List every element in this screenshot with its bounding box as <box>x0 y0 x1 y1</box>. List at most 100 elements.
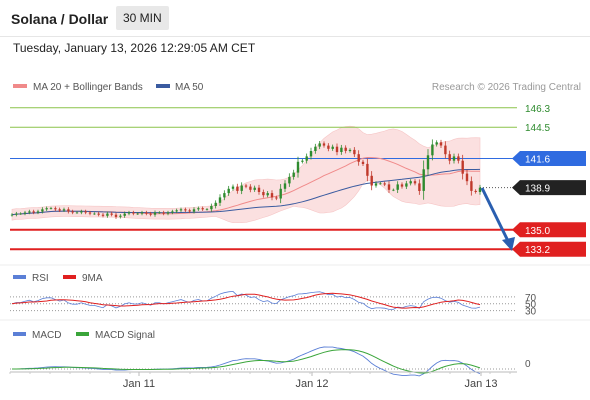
candle <box>110 211 113 217</box>
candle-body <box>136 213 139 215</box>
candle-body <box>71 211 74 213</box>
timeframe-button[interactable]: 30 MIN <box>116 6 169 30</box>
candle <box>409 179 412 186</box>
candle-body <box>335 146 339 153</box>
candle <box>474 189 477 194</box>
candle-body <box>387 184 391 190</box>
candle <box>461 154 464 180</box>
candle-body <box>327 145 330 149</box>
candle-body <box>67 209 70 212</box>
candle-body <box>231 186 235 189</box>
candle-body <box>409 181 412 184</box>
candle-body <box>15 213 18 215</box>
candle <box>101 212 105 218</box>
candle-body <box>361 161 365 164</box>
candle-body <box>188 210 191 212</box>
candle-body <box>275 197 278 199</box>
candle-body <box>392 189 395 191</box>
candle-body <box>80 211 83 213</box>
candle-body <box>474 190 477 192</box>
candle <box>470 176 473 196</box>
macd-signal-line <box>12 349 481 374</box>
candle-body <box>431 144 434 156</box>
candle <box>192 207 196 214</box>
candle-body <box>279 188 282 199</box>
candle-body <box>114 214 118 217</box>
candle-body <box>314 146 317 151</box>
candle-body <box>84 211 87 213</box>
candle-body <box>123 213 126 216</box>
candle <box>435 140 438 147</box>
candle-body <box>23 212 27 214</box>
candle-body <box>175 210 178 212</box>
candle <box>392 188 395 192</box>
level-tag-4 <box>512 222 586 238</box>
candle <box>223 190 226 201</box>
forecast-arrow <box>480 187 515 251</box>
candle-body <box>223 193 226 198</box>
candle-body <box>305 156 308 161</box>
x-tick-label-0: Jan 11 <box>123 378 155 390</box>
candle <box>236 183 239 194</box>
candle <box>465 169 469 186</box>
macd-signal-legend-label: MACD Signal <box>95 330 155 341</box>
candle <box>262 189 265 198</box>
candle-body <box>119 215 122 217</box>
candle-body <box>145 212 148 214</box>
candle <box>366 158 369 182</box>
candle <box>327 143 330 152</box>
candle <box>106 211 109 218</box>
candle-body <box>32 211 35 213</box>
candle-body <box>353 149 356 155</box>
candle-body <box>348 149 352 151</box>
candle <box>36 209 40 215</box>
candle-body <box>270 193 274 198</box>
candle-body <box>10 214 14 216</box>
candle <box>97 211 100 217</box>
candle-body <box>88 212 92 214</box>
copyright-text: Research © 2026 Trading Central <box>432 82 581 93</box>
candle <box>240 182 243 195</box>
candle <box>275 195 278 201</box>
candle <box>175 208 178 214</box>
ma50-legend-label: MA 50 <box>175 82 204 93</box>
candle-body <box>227 188 230 194</box>
candle <box>62 207 66 213</box>
macd-legend-swatch <box>13 332 26 336</box>
candle <box>379 182 382 185</box>
level-label-1: 144.5 <box>525 123 550 134</box>
candle <box>45 206 48 211</box>
level-tag-3 <box>512 180 586 196</box>
candle <box>305 153 308 164</box>
candle <box>249 184 252 193</box>
candle-body <box>19 213 22 215</box>
candle-body <box>400 184 404 187</box>
candle-body <box>435 142 438 145</box>
candle-body <box>413 181 417 184</box>
candle <box>58 207 61 213</box>
candles <box>10 139 482 219</box>
candle <box>400 182 404 189</box>
candle-body <box>396 184 399 190</box>
candle <box>318 140 321 150</box>
candle-body <box>205 209 209 211</box>
candle-body <box>331 146 334 149</box>
candle-body <box>366 163 369 176</box>
candle-body <box>448 154 451 161</box>
candle-body <box>292 172 295 177</box>
candle-body <box>132 212 135 214</box>
candle-body <box>218 197 222 203</box>
candle <box>353 147 356 158</box>
candle-body <box>340 147 343 152</box>
candle <box>75 211 79 214</box>
candle-body <box>93 213 96 215</box>
candle-body <box>465 173 469 182</box>
rsi-ma-line <box>11 292 481 309</box>
candle-body <box>478 187 482 192</box>
candle <box>322 141 326 148</box>
bollinger-band <box>11 125 481 224</box>
candle <box>23 210 27 216</box>
candle <box>179 207 183 213</box>
candle-body <box>439 142 443 146</box>
candle-body <box>127 212 131 214</box>
